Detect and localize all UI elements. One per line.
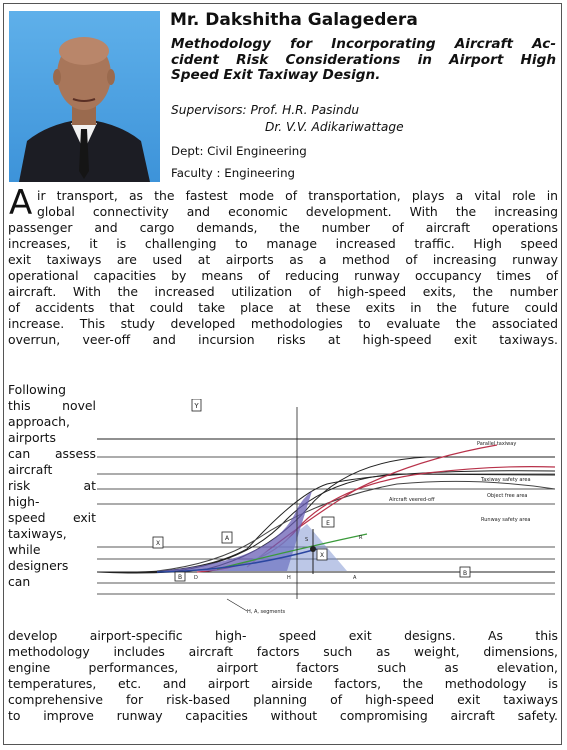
label-box-e: E xyxy=(326,520,330,527)
tag-r: R xyxy=(359,535,363,541)
label-taxiway-safety-area: Taxiway safety area xyxy=(480,477,531,483)
supervisor-2: Dr. V.V. Adikariwattage xyxy=(265,120,404,134)
tag-a: A xyxy=(353,575,357,581)
column-line: approach, xyxy=(8,414,70,429)
column-line: Following xyxy=(8,382,67,397)
taxiway-diagram: Y X A X E B B D H A R S Parallel taxiway… xyxy=(96,398,556,625)
label-bottom-note: H, A, segments xyxy=(247,609,285,615)
abstract-line: increase. This study developed methodolo… xyxy=(8,316,558,331)
column-line: risk at xyxy=(8,478,96,493)
label-box-b2: B xyxy=(463,570,467,577)
abstract-line: temperatures, etc. and airport airside f… xyxy=(8,676,558,691)
abstract-line: overrun, veer-off and incursion risks at… xyxy=(8,332,558,347)
abstract-line: operational capacities by means of reduc… xyxy=(8,268,558,283)
label-box-y: Y xyxy=(193,402,199,410)
label-box-x2: X xyxy=(320,552,324,559)
column-line: while xyxy=(8,542,41,557)
supervisor-1: Supervisors: Prof. H.R. Pasindu xyxy=(171,103,360,117)
abstract-line: of accidents that could take place at th… xyxy=(8,300,558,315)
tag-d1: D xyxy=(194,575,198,581)
profile-photo xyxy=(9,11,160,182)
column-line: designers xyxy=(8,558,69,573)
label-object-free-area: Object free area xyxy=(487,493,527,499)
title-line: Speed Exit Taxiway Design. xyxy=(171,67,381,83)
abstract-line: aircraft. With the increased utilization… xyxy=(8,284,558,299)
column-line: speed exit xyxy=(8,510,96,525)
abstract-line: increases, it is challenging to manage i… xyxy=(8,236,558,251)
department: Dept: Civil Engineering xyxy=(171,144,307,158)
label-aircraft-veered-off: Aircraft veered-off xyxy=(389,497,435,503)
abstract-line: passenger and cargo demands, the number … xyxy=(8,220,558,235)
author-name: Mr. Dakshitha Galagedera xyxy=(170,10,418,30)
abstract-line: develop airport-specific high- speed exi… xyxy=(8,628,558,643)
thesis-title: Methodology for Incorporating Aircraft A… xyxy=(171,36,556,84)
label-runway-safety-area: Runway safety area xyxy=(481,517,530,523)
column-line: airports xyxy=(8,430,56,445)
column-line: can xyxy=(8,574,31,589)
faculty: Faculty : Engineering xyxy=(171,166,296,180)
column-line: can assess xyxy=(8,446,96,461)
column-line: high- xyxy=(8,494,40,509)
label-box-a: A xyxy=(225,535,230,542)
abstract-line: comprehensive for risk-based planning of… xyxy=(8,692,558,707)
label-parallel-taxiway: Parallel taxiway xyxy=(477,441,516,447)
abstract-line: to improve runway capacities without com… xyxy=(8,708,558,723)
tag-h: H xyxy=(287,575,291,581)
abstract-line: ir transport, as the fastest mode of tra… xyxy=(37,188,558,203)
article-frame xyxy=(3,3,562,745)
label-box-b1: B xyxy=(178,574,182,581)
drop-cap: A xyxy=(9,183,33,223)
column-line: taxiways, xyxy=(8,526,67,541)
column-line: this novel xyxy=(8,398,96,413)
label-box-x1: X xyxy=(156,540,160,547)
abstract-line: exit taxiways are used at airports as a … xyxy=(8,252,558,267)
column-line: aircraft xyxy=(8,462,53,477)
title-line: cident Risk Considerations in Airport Hi… xyxy=(171,51,556,68)
tag-s: S xyxy=(305,537,308,543)
abstract-line: engine performances, airport factors suc… xyxy=(8,660,558,675)
abstract-line: methodology includes aircraft factors su… xyxy=(8,644,558,659)
abstract-line: global connectivity and economic develop… xyxy=(37,204,558,219)
title-line: Methodology for Incorporating Aircraft A… xyxy=(171,36,556,52)
